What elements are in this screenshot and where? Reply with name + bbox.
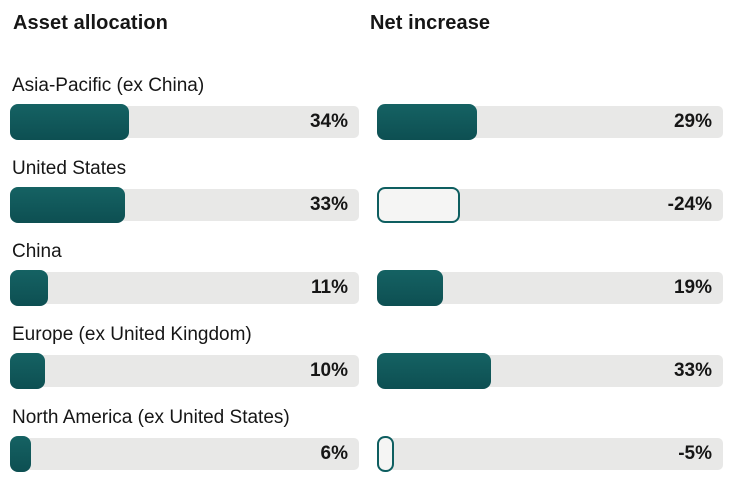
bar-pair: 10% 33% — [10, 353, 723, 389]
net-increase-value: 33% — [673, 360, 712, 381]
net-increase-bar — [377, 187, 461, 223]
category-label: China — [12, 241, 62, 262]
asset-allocation-value: 11% — [311, 277, 348, 298]
category-label: North America (ex United States) — [12, 407, 290, 428]
asset-allocation-value: 10% — [309, 360, 348, 381]
bar-pair: 34% 29% — [10, 104, 723, 140]
category-label: United States — [12, 158, 127, 179]
net-increase-value: -5% — [678, 443, 712, 464]
asset-allocation-track: 34% — [10, 104, 359, 140]
net-increase-value: 29% — [673, 111, 712, 132]
net-increase-track: 19% — [377, 270, 723, 306]
net-increase-bar — [377, 436, 395, 472]
category-row-europe: Europe (ex United Kingdom) 10% 33% — [10, 322, 723, 389]
category-label: Europe (ex United Kingdom) — [12, 324, 252, 345]
net-increase-value: -24% — [667, 194, 712, 215]
column-header-asset-allocation: Asset allocation — [13, 12, 168, 34]
bar-pair: 11% 19% — [10, 270, 723, 306]
asset-allocation-track: 11% — [10, 270, 359, 306]
asset-allocation-bar — [10, 104, 129, 140]
bar-pair: 6% -5% — [10, 436, 723, 472]
asset-allocation-bar — [10, 353, 45, 389]
net-increase-track: 29% — [377, 104, 723, 140]
category-row-united-states: United States 33% -24% — [10, 156, 723, 223]
asset-allocation-bar — [10, 270, 49, 306]
asset-allocation-value: 6% — [320, 443, 348, 464]
asset-allocation-value: 33% — [309, 194, 348, 215]
asset-allocation-value: 34% — [309, 111, 348, 132]
category-row-asia-pacific: Asia-Pacific (ex China) 34% 29% — [10, 73, 723, 140]
net-increase-bar — [377, 270, 443, 306]
asset-allocation-track: 10% — [10, 353, 359, 389]
net-increase-track: -24% — [377, 187, 723, 223]
asset-allocation-bar — [10, 436, 31, 472]
net-increase-value: 19% — [673, 277, 712, 298]
category-row-north-america: North America (ex United States) 6% -5% — [10, 405, 723, 472]
asset-allocation-track: 6% — [10, 436, 359, 472]
category-label: Asia-Pacific (ex China) — [12, 75, 205, 96]
asset-allocation-bar — [10, 187, 126, 223]
column-headers: Asset allocation Net increase — [10, 12, 723, 36]
net-increase-track: 33% — [377, 353, 723, 389]
asset-allocation-track: 33% — [10, 187, 359, 223]
net-increase-bar — [377, 104, 478, 140]
column-header-net-increase: Net increase — [370, 12, 491, 34]
bar-pair: 33% -24% — [10, 187, 723, 223]
chart-rows: Asia-Pacific (ex China) 34% 29% United S… — [10, 73, 723, 472]
net-increase-track: -5% — [377, 436, 723, 472]
dual-bar-chart: Asset allocation Net increase Asia-Pacif… — [10, 12, 723, 472]
net-increase-bar — [377, 353, 492, 389]
category-row-china: China 11% 19% — [10, 239, 723, 306]
